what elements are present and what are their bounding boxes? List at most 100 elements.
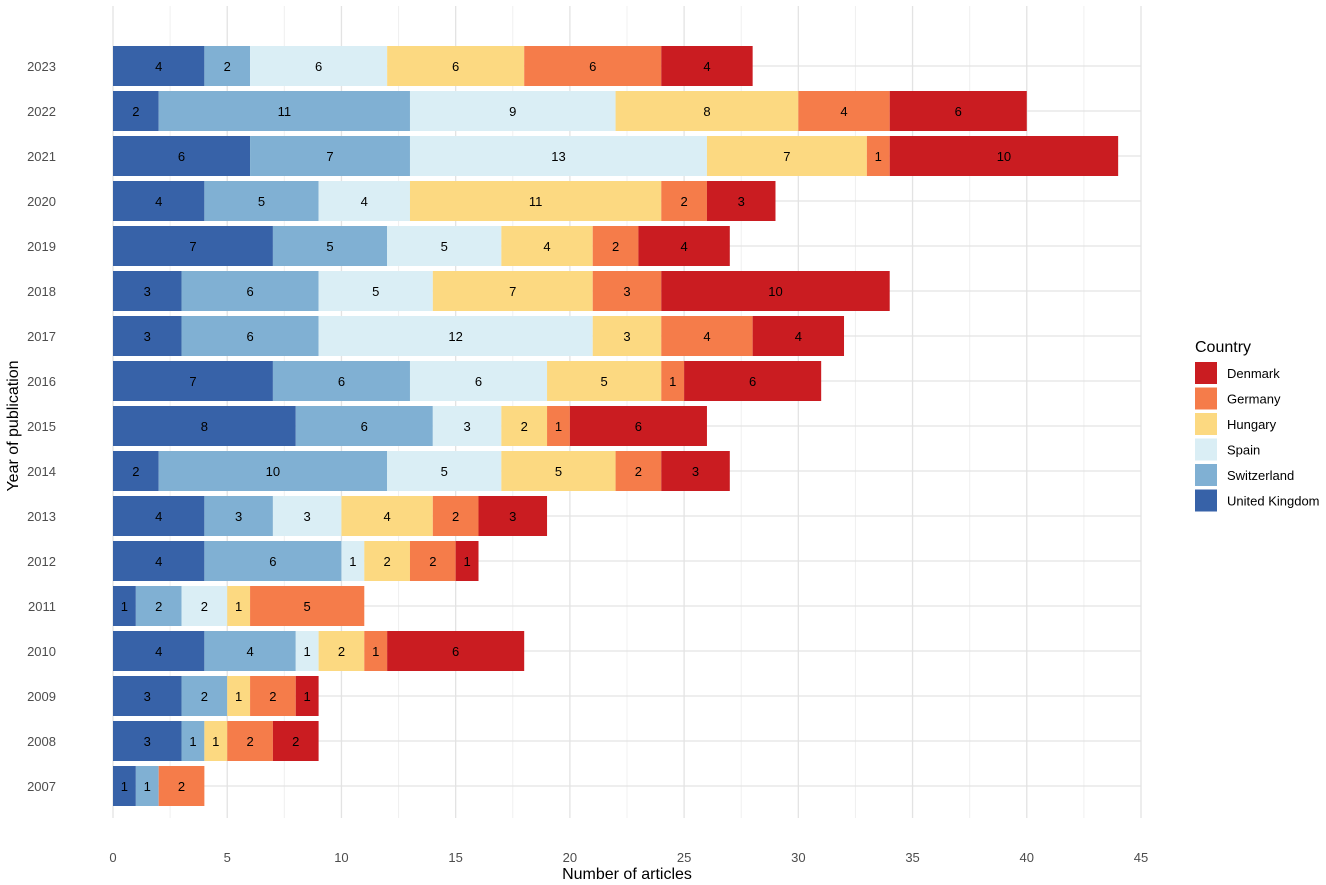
data-label: 6 [589, 59, 596, 74]
x-axis-ticks: 0 5 10 15 20 25 30 35 40 45 [109, 850, 1148, 865]
bar-segment-denmark [661, 451, 730, 491]
data-label: 2 [635, 464, 642, 479]
bar-segment-united-kingdom [113, 676, 182, 716]
y-tick-label: 2007 [27, 779, 56, 794]
bar-segment-switzerland [204, 541, 342, 581]
data-label: 1 [235, 689, 242, 704]
bar-segment-united-kingdom [113, 496, 205, 536]
x-tick-label: 35 [905, 850, 919, 865]
x-axis-title: Number of articles [562, 866, 692, 883]
data-label: 6 [475, 374, 482, 389]
bar-segment-spain [409, 361, 548, 401]
bars: 4 2 6 6 6 42 11 9 8 4 66 7 13 7 1 104 5 4 11 2 37 5 5 4 2 43 6 5 7 3 1… [113, 46, 1119, 806]
data-label: 11 [278, 104, 292, 119]
x-tick-label: 10 [334, 850, 348, 865]
data-label: 1 [463, 554, 470, 569]
data-label: 6 [338, 374, 345, 389]
legend-label: Switzerland [1227, 468, 1294, 483]
data-label: 4 [703, 329, 710, 344]
data-label: 2 [452, 509, 459, 524]
bar-segment-spain [409, 136, 707, 176]
data-label: 10 [997, 149, 1011, 164]
data-label: 4 [680, 239, 687, 254]
legend-key [1195, 362, 1217, 384]
data-label: 6 [315, 59, 322, 74]
data-label: 1 [189, 734, 196, 749]
bar-segment-germany [409, 541, 456, 581]
data-label: 2 [246, 734, 253, 749]
data-label: 6 [635, 419, 642, 434]
data-label: 1 [372, 644, 379, 659]
data-label: 3 [623, 329, 630, 344]
bar-segment-switzerland [158, 91, 410, 131]
data-label: 5 [258, 194, 265, 209]
data-label: 3 [623, 284, 630, 299]
data-label: 3 [463, 419, 470, 434]
bar-segment-hungary [387, 46, 525, 86]
y-tick-label: 2010 [27, 644, 56, 659]
data-label: 4 [246, 644, 253, 659]
bar-segment-denmark [478, 496, 548, 536]
y-axis-title: Year of publication [5, 360, 22, 491]
data-label: 6 [452, 59, 459, 74]
legend-label: Germany [1227, 392, 1281, 407]
data-label: 10 [266, 464, 280, 479]
bar-segment-germany [364, 631, 388, 671]
legend-title: Country [1195, 339, 1251, 356]
data-label: 4 [155, 194, 162, 209]
data-label: 2 [132, 464, 139, 479]
data-label: 5 [304, 599, 311, 614]
bar-segment-switzerland [181, 676, 228, 716]
bar-segment-switzerland [181, 721, 205, 761]
bar-segment-united-kingdom [113, 91, 159, 131]
data-label: 6 [749, 374, 756, 389]
bar-segment-united-kingdom [113, 361, 273, 401]
bar-segment-denmark [638, 226, 730, 266]
bar-segment-denmark [684, 361, 822, 401]
data-label: 6 [955, 104, 962, 119]
y-tick-label: 2019 [27, 239, 56, 254]
bar-segment-denmark [752, 316, 845, 356]
data-label: 3 [738, 194, 745, 209]
legend-key [1195, 387, 1217, 410]
legend-label: Denmark [1227, 366, 1280, 381]
data-label: 11 [529, 194, 543, 209]
data-label: 9 [509, 104, 516, 119]
data-label: 1 [555, 419, 562, 434]
bar-segment-spain [295, 631, 319, 671]
bar-segment-switzerland [181, 271, 319, 311]
bar-segment-denmark [889, 91, 1027, 131]
x-tick-label: 40 [1020, 850, 1034, 865]
data-label: 5 [372, 284, 379, 299]
data-label: 4 [384, 509, 391, 524]
data-label: 2 [224, 59, 231, 74]
data-label: 1 [669, 374, 676, 389]
data-label: 7 [326, 149, 333, 164]
x-tick-label: 5 [224, 850, 231, 865]
data-label: 3 [144, 734, 151, 749]
bar-segment-germany [227, 721, 273, 761]
bar-segment-switzerland [204, 181, 319, 221]
data-label: 12 [448, 329, 462, 344]
bar-segment-switzerland [135, 766, 159, 806]
bar-segment-hungary [706, 136, 867, 176]
data-label: 1 [144, 779, 151, 794]
data-label: 6 [178, 149, 185, 164]
bar-segment-germany [661, 181, 707, 221]
y-tick-label: 2009 [27, 689, 56, 704]
bar-segment-switzerland [295, 406, 433, 446]
bar-segment-denmark [295, 676, 319, 716]
data-label: 1 [121, 599, 128, 614]
bar-segment-switzerland [158, 451, 388, 491]
x-tick-label: 25 [677, 850, 691, 865]
bar-segment-germany [592, 226, 639, 266]
bar-segment-spain [318, 181, 410, 221]
data-label: 2 [269, 689, 276, 704]
bar-segment-denmark [661, 46, 753, 86]
bar-segment-spain [318, 316, 593, 356]
x-tick-label: 20 [563, 850, 577, 865]
y-tick-label: 2022 [27, 104, 56, 119]
bar-segment-denmark [272, 721, 319, 761]
bar-segment-hungary [615, 91, 799, 131]
y-tick-label: 2013 [27, 509, 56, 524]
